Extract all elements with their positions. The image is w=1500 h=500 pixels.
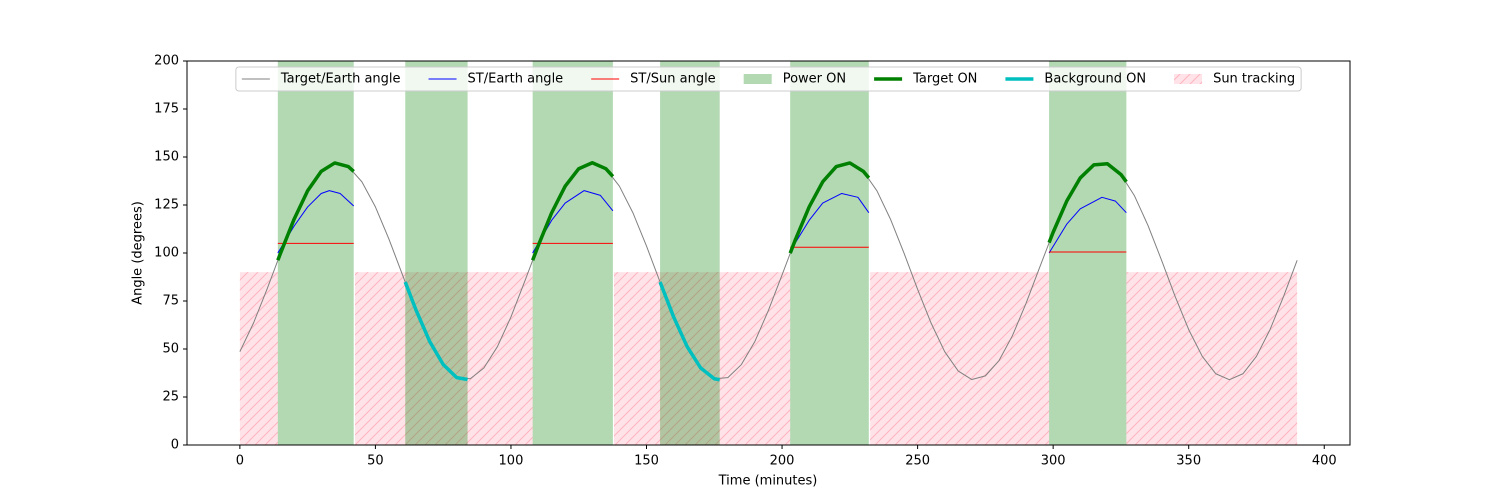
- y-tick-label: 0: [171, 438, 179, 453]
- power-on-span: [277, 61, 354, 445]
- legend-hatch: [1174, 74, 1203, 84]
- line-series: [277, 242, 1127, 253]
- power-on-span: [790, 61, 869, 445]
- x-tick-label: 200: [770, 454, 795, 469]
- legend-label: ST/Sun angle: [630, 72, 716, 87]
- sun-tracking-hatch: [613, 272, 791, 445]
- legend-label: Target/Earth angle: [280, 72, 401, 87]
- legend-label: Power ON: [783, 72, 846, 87]
- x-tick-label: 50: [367, 454, 384, 469]
- y-tick-label: 200: [154, 54, 179, 69]
- x-tick-label: 350: [1176, 454, 1201, 469]
- x-tick-label: 100: [499, 454, 524, 469]
- y-axis-label: Angle (degrees): [131, 201, 146, 305]
- legend-item: Sun tracking: [1174, 72, 1295, 87]
- x-tick-label: 300: [1041, 454, 1066, 469]
- line-series: [403, 281, 721, 382]
- line-series: [277, 190, 1127, 254]
- y-tick-label: 50: [162, 342, 179, 357]
- sun-tracking-hatch: [355, 272, 533, 445]
- legend-item: Power ON: [743, 72, 846, 87]
- y-tick-label: 75: [162, 294, 179, 309]
- y-tick-label: 175: [154, 102, 179, 117]
- y-tick-label: 25: [162, 390, 179, 405]
- legend-item: ST/Sun angle: [591, 72, 716, 87]
- x-tick-label: 400: [1312, 454, 1337, 469]
- y-tick-label: 100: [154, 246, 179, 261]
- legend-item: Background ON: [1005, 72, 1146, 87]
- power-on-span: [660, 61, 720, 445]
- sun-tracking-hatch: [870, 272, 1050, 445]
- legend-item: Target ON: [874, 72, 977, 87]
- legend-item: Target/Earth angle: [241, 72, 401, 87]
- legend-label: ST/Earth angle: [468, 72, 564, 87]
- sun-tracking-hatch: [1126, 272, 1298, 445]
- x-tick-label: 250: [905, 454, 930, 469]
- x-tick-label: 0: [236, 454, 244, 469]
- legend-handle: [743, 74, 772, 84]
- y-tick-label: 150: [154, 150, 179, 165]
- y-tick-label: 125: [154, 198, 179, 213]
- power-on-span: [1049, 61, 1127, 445]
- legend-frame: [235, 66, 1302, 92]
- line-series: [276, 161, 1128, 261]
- x-axis-label: Time (minutes): [718, 474, 818, 489]
- x-tick-label: 150: [634, 454, 659, 469]
- legend-label: Background ON: [1044, 72, 1146, 87]
- legend-label: Sun tracking: [1213, 72, 1295, 87]
- power-on-span: [405, 61, 468, 445]
- power-on-span: [532, 61, 613, 445]
- sun-tracking-hatch: [239, 272, 278, 445]
- legend-label: Target ON: [912, 72, 977, 87]
- legend-item: ST/Earth angle: [428, 72, 564, 87]
